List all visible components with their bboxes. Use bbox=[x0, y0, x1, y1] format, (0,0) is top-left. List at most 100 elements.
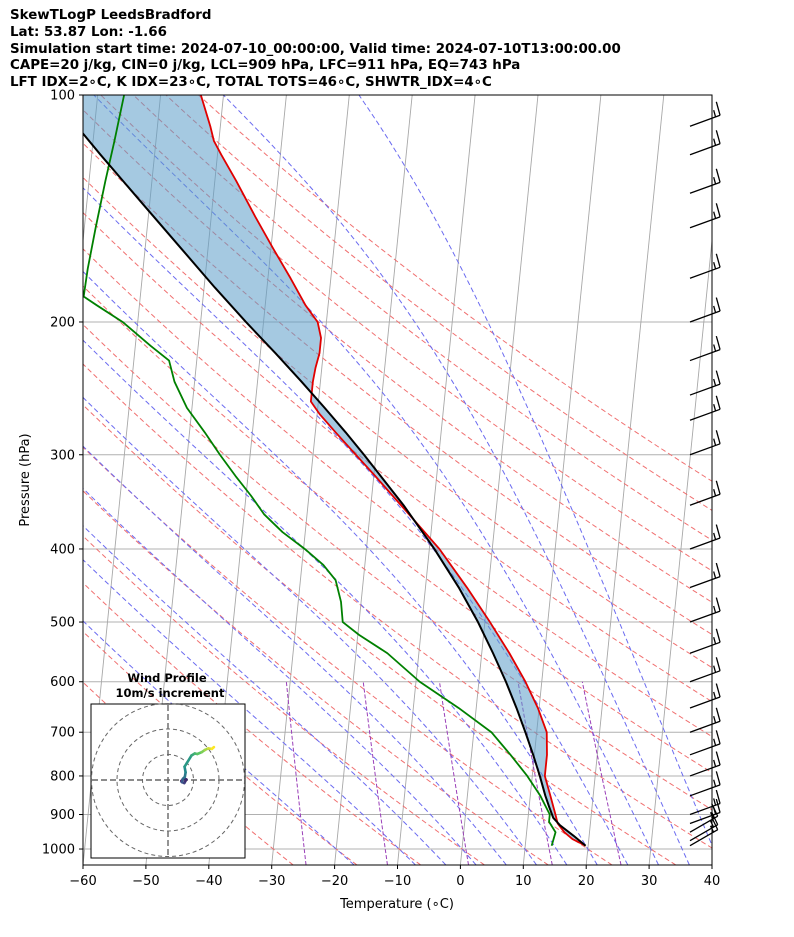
barb-staff bbox=[689, 784, 721, 797]
dewpoint-profile-line bbox=[83, 95, 557, 846]
x-tick-label: 30 bbox=[641, 874, 658, 889]
wind-barb bbox=[689, 597, 721, 623]
mixing-ratio-line bbox=[285, 681, 307, 865]
isotherm-line bbox=[334, 95, 413, 865]
x-tick-label: 10 bbox=[515, 874, 532, 889]
barb-feather bbox=[715, 253, 721, 268]
wind-barb bbox=[689, 562, 721, 589]
barb-staff bbox=[689, 310, 721, 323]
mixing-ratio-line bbox=[362, 681, 388, 865]
temperature-profile-line bbox=[199, 95, 587, 847]
barb-staff bbox=[689, 743, 721, 756]
wind-barb bbox=[689, 707, 721, 733]
dry-adiabat-line bbox=[83, 363, 712, 849]
dry-adiabat-line bbox=[83, 490, 549, 865]
barb-feather bbox=[715, 524, 721, 539]
barb-feather bbox=[715, 130, 721, 144]
cape-info: CAPE=20 j/kg, CIN=0 j/kg, LCL=909 hPa, L… bbox=[10, 58, 521, 74]
time-info: Simulation start time: 2024-07-10_00:00:… bbox=[10, 41, 621, 57]
barb-staff bbox=[689, 641, 721, 654]
barb-half-feather bbox=[713, 798, 717, 806]
barb-half-feather bbox=[713, 438, 717, 446]
barb-feather bbox=[715, 597, 721, 612]
barb-half-feather bbox=[713, 605, 717, 613]
location-info: Lat: 53.87 Lon: -1.66 bbox=[10, 24, 167, 40]
barb-half-feather bbox=[713, 262, 717, 270]
barb-staff bbox=[689, 266, 721, 279]
barb-feather bbox=[715, 562, 721, 577]
x-axis: −60 −50 −40 −30 −20 −10 0 10 20 30 40 bbox=[69, 865, 720, 889]
isotherm-line bbox=[648, 236, 712, 865]
wind-barb bbox=[689, 253, 721, 279]
wind-barb bbox=[689, 524, 721, 550]
barb-feather bbox=[715, 101, 721, 116]
dry-adiabat-line bbox=[83, 535, 485, 865]
barb-feather bbox=[715, 789, 721, 804]
x-tick-label: −60 bbox=[69, 874, 96, 889]
barb-feather bbox=[715, 335, 721, 350]
barb-half-feather bbox=[713, 532, 717, 540]
barb-staff bbox=[689, 383, 721, 396]
barb-half-feather bbox=[713, 138, 717, 146]
hodograph-inset: Wind Profile 10m/s increment bbox=[90, 671, 246, 859]
x-axis-label: Temperature (∘C) bbox=[339, 897, 454, 912]
isotherm-line bbox=[459, 95, 539, 865]
barb-staff bbox=[689, 493, 721, 506]
moist-adiabat-line bbox=[83, 396, 537, 865]
wind-barb bbox=[689, 798, 721, 825]
barb-feather bbox=[715, 707, 721, 722]
barb-feather bbox=[715, 480, 721, 495]
y-tick-label: 300 bbox=[50, 448, 75, 463]
barb-feather bbox=[715, 798, 721, 813]
wind-barb bbox=[689, 130, 721, 156]
barb-half-feather bbox=[713, 716, 717, 724]
barb-feather bbox=[715, 771, 721, 786]
moist-adiabat-line bbox=[83, 339, 568, 865]
barb-half-feather bbox=[713, 211, 717, 219]
dry-adiabat-line bbox=[83, 323, 712, 811]
mixing-ratio-line bbox=[581, 681, 622, 865]
dry-adiabat-line bbox=[83, 248, 712, 738]
y-tick-label: 500 bbox=[50, 616, 75, 631]
barb-half-feather bbox=[713, 807, 717, 815]
barb-half-feather bbox=[713, 738, 717, 746]
barb-staff bbox=[689, 408, 721, 421]
wind-barb bbox=[689, 297, 721, 323]
barb-staff bbox=[689, 181, 721, 194]
y-tick-label: 700 bbox=[50, 726, 75, 741]
barb-half-feather bbox=[713, 378, 717, 386]
y-tick-label: 1000 bbox=[42, 843, 75, 858]
moist-adiabat-line bbox=[83, 525, 447, 865]
moist-adiabat-line bbox=[83, 270, 598, 865]
wind-barb bbox=[689, 168, 721, 194]
wind-barb bbox=[689, 335, 721, 362]
wind-barb bbox=[689, 203, 721, 229]
dry-adiabat-line bbox=[83, 446, 613, 865]
isotherm-line bbox=[585, 95, 665, 865]
x-tick-label: −30 bbox=[258, 874, 285, 889]
y-axis-label: Pressure (hPa) bbox=[18, 433, 33, 526]
x-tick-label: −10 bbox=[384, 874, 411, 889]
x-tick-label: 20 bbox=[578, 874, 595, 889]
parcel-profile-line bbox=[83, 131, 587, 847]
hodograph-segment bbox=[210, 745, 216, 751]
hodograph-title: Wind Profile bbox=[127, 671, 207, 685]
indices-info: LFT IDX=2∘C, K IDX=23∘C, TOTAL TOTS=46∘C… bbox=[10, 75, 492, 91]
x-tick-label: −40 bbox=[195, 874, 222, 889]
barb-half-feather bbox=[713, 779, 717, 787]
barb-staff bbox=[689, 114, 721, 127]
barb-feather bbox=[715, 628, 721, 643]
barb-staff bbox=[689, 824, 719, 842]
barb-feather bbox=[715, 203, 721, 218]
barb-staff bbox=[689, 216, 721, 229]
barb-staff bbox=[689, 143, 721, 156]
wind-barb bbox=[689, 628, 721, 654]
wind-barb bbox=[689, 771, 721, 797]
barb-staff bbox=[689, 815, 719, 833]
mixing-ratio-line bbox=[438, 681, 470, 865]
chart-header: SkewTLogP LeedsBradford Lat: 53.87 Lon: … bbox=[10, 8, 621, 92]
hodograph-subtitle: 10m/s increment bbox=[116, 686, 225, 700]
barb-half-feather bbox=[713, 109, 717, 118]
hodograph-ring bbox=[91, 703, 245, 857]
wind-barb bbox=[689, 751, 721, 777]
